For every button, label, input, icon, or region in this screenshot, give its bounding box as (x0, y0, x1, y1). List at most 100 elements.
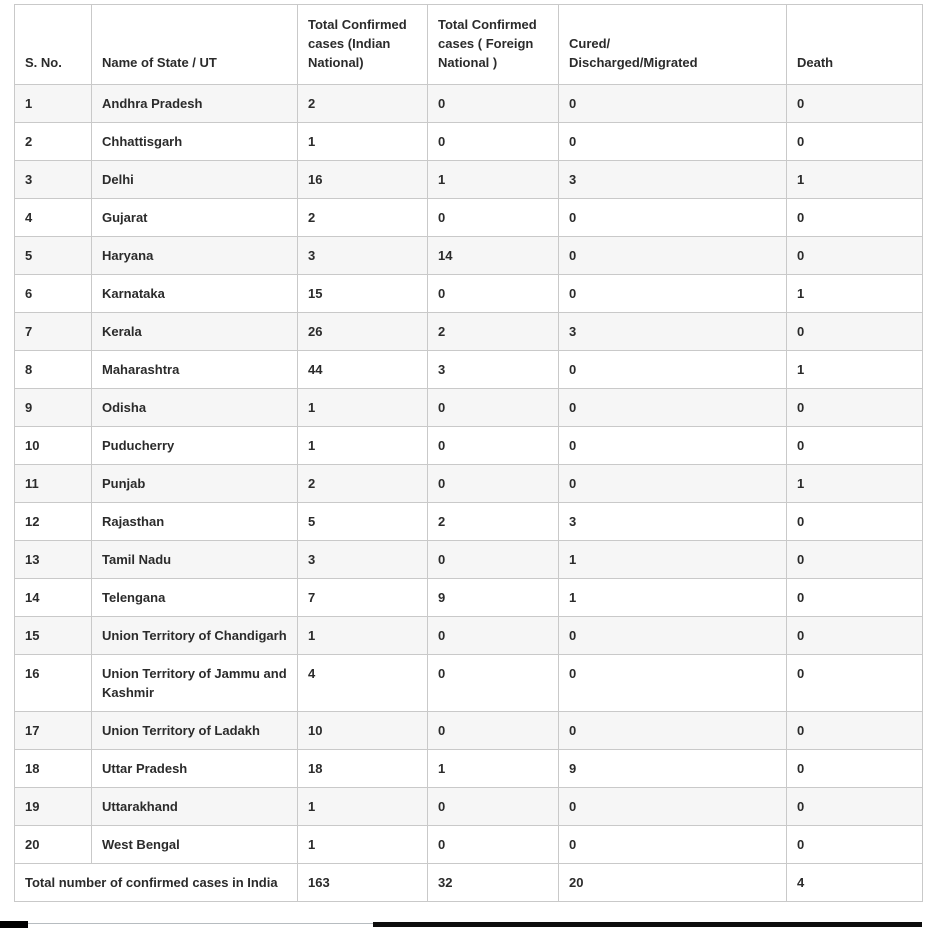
confirmed-foreign-cell: 2 (427, 502, 559, 541)
confirmed-indian-cell: 3 (297, 540, 428, 579)
table-row: 3 Delhi 16 1 3 1 (14, 160, 923, 199)
cured-cell: 0 (558, 388, 787, 427)
state-name-cell: Punjab (91, 464, 298, 503)
confirmed-indian-cell: 3 (297, 236, 428, 275)
table-row: 20 West Bengal 1 0 0 0 (14, 825, 923, 864)
cured-cell: 0 (558, 616, 787, 655)
cured-cell: 9 (558, 749, 787, 788)
confirmed-foreign-cell: 1 (427, 749, 559, 788)
cured-cell: 3 (558, 502, 787, 541)
cured-cell: 0 (558, 274, 787, 313)
state-name-cell: Uttar Pradesh (91, 749, 298, 788)
serial-number-cell: 19 (14, 787, 92, 826)
total-cured-value: 20 (558, 863, 787, 902)
confirmed-indian-cell: 16 (297, 160, 428, 199)
table-header: S. No. Name of State / UT Total Confirme… (14, 4, 923, 85)
state-name-cell: Puducherry (91, 426, 298, 465)
horizontal-scrollbar[interactable] (373, 922, 922, 927)
cured-cell: 0 (558, 350, 787, 389)
table-row: 14 Telengana 7 9 1 0 (14, 578, 923, 617)
table-body: 1 Andhra Pradesh 2 0 0 0 2 Chhattisgarh … (14, 84, 923, 864)
header-cured-discharged: Cured/ Discharged/Migrated (558, 4, 787, 85)
confirmed-indian-cell: 2 (297, 464, 428, 503)
death-cell: 0 (786, 749, 923, 788)
cured-cell: 0 (558, 236, 787, 275)
serial-number-cell: 18 (14, 749, 92, 788)
serial-number-cell: 16 (14, 654, 92, 712)
confirmed-foreign-cell: 0 (427, 84, 559, 123)
confirmed-indian-cell: 10 (297, 711, 428, 750)
death-cell: 0 (786, 654, 923, 712)
serial-number-cell: 14 (14, 578, 92, 617)
confirmed-foreign-cell: 0 (427, 198, 559, 237)
table-row: 5 Haryana 3 14 0 0 (14, 236, 923, 275)
cured-cell: 0 (558, 711, 787, 750)
confirmed-foreign-cell: 0 (427, 388, 559, 427)
serial-number-cell: 3 (14, 160, 92, 199)
table-row: 6 Karnataka 15 0 0 1 (14, 274, 923, 313)
death-cell: 0 (786, 578, 923, 617)
table-row: 2 Chhattisgarh 1 0 0 0 (14, 122, 923, 161)
bottom-left-bar-fragment (0, 921, 28, 928)
header-serial-number: S. No. (14, 4, 92, 85)
table-row: 16 Union Territory of Jammu and Kashmir … (14, 654, 923, 712)
table-row: 9 Odisha 1 0 0 0 (14, 388, 923, 427)
cured-cell: 0 (558, 825, 787, 864)
serial-number-cell: 10 (14, 426, 92, 465)
cured-cell: 0 (558, 122, 787, 161)
state-name-cell: Haryana (91, 236, 298, 275)
cured-cell: 0 (558, 198, 787, 237)
header-row: S. No. Name of State / UT Total Confirme… (14, 4, 923, 85)
serial-number-cell: 6 (14, 274, 92, 313)
confirmed-foreign-cell: 0 (427, 464, 559, 503)
cured-cell: 0 (558, 84, 787, 123)
header-confirmed-foreign: Total Confirmed cases ( Foreign National… (427, 4, 559, 85)
table-row: 19 Uttarakhand 1 0 0 0 (14, 787, 923, 826)
confirmed-indian-cell: 18 (297, 749, 428, 788)
death-cell: 1 (786, 350, 923, 389)
state-name-cell: Uttarakhand (91, 787, 298, 826)
state-name-cell: Telengana (91, 578, 298, 617)
serial-number-cell: 15 (14, 616, 92, 655)
confirmed-indian-cell: 4 (297, 654, 428, 712)
confirmed-indian-cell: 26 (297, 312, 428, 351)
death-cell: 0 (786, 84, 923, 123)
death-cell: 1 (786, 464, 923, 503)
cured-cell: 1 (558, 578, 787, 617)
death-cell: 0 (786, 502, 923, 541)
serial-number-cell: 2 (14, 122, 92, 161)
serial-number-cell: 7 (14, 312, 92, 351)
confirmed-indian-cell: 1 (297, 122, 428, 161)
cured-cell: 0 (558, 426, 787, 465)
state-name-cell: Rajasthan (91, 502, 298, 541)
table-row: 10 Puducherry 1 0 0 0 (14, 426, 923, 465)
header-death: Death (786, 4, 923, 85)
death-cell: 0 (786, 540, 923, 579)
confirmed-foreign-cell: 0 (427, 274, 559, 313)
confirmed-foreign-cell: 0 (427, 122, 559, 161)
table-row: 17 Union Territory of Ladakh 10 0 0 0 (14, 711, 923, 750)
confirmed-indian-cell: 1 (297, 388, 428, 427)
state-name-cell: Maharashtra (91, 350, 298, 389)
bottom-divider-line (28, 923, 373, 924)
confirmed-indian-cell: 5 (297, 502, 428, 541)
cured-cell: 0 (558, 787, 787, 826)
header-confirmed-indian: Total Confirmed cases (Indian National) (297, 4, 428, 85)
cured-cell: 1 (558, 540, 787, 579)
death-cell: 0 (786, 236, 923, 275)
confirmed-indian-cell: 44 (297, 350, 428, 389)
serial-number-cell: 5 (14, 236, 92, 275)
death-cell: 1 (786, 160, 923, 199)
confirmed-foreign-cell: 0 (427, 825, 559, 864)
confirmed-foreign-cell: 0 (427, 616, 559, 655)
state-name-cell: Delhi (91, 160, 298, 199)
serial-number-cell: 20 (14, 825, 92, 864)
confirmed-foreign-cell: 0 (427, 711, 559, 750)
cured-cell: 0 (558, 464, 787, 503)
cured-cell: 3 (558, 312, 787, 351)
state-name-cell: Karnataka (91, 274, 298, 313)
death-cell: 0 (786, 787, 923, 826)
state-name-cell: Union Territory of Jammu and Kashmir (91, 654, 298, 712)
serial-number-cell: 9 (14, 388, 92, 427)
confirmed-foreign-cell: 0 (427, 426, 559, 465)
